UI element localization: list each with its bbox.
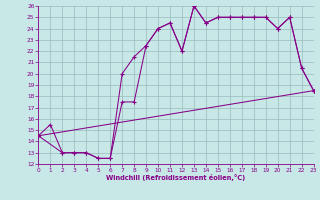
X-axis label: Windchill (Refroidissement éolien,°C): Windchill (Refroidissement éolien,°C) bbox=[106, 174, 246, 181]
